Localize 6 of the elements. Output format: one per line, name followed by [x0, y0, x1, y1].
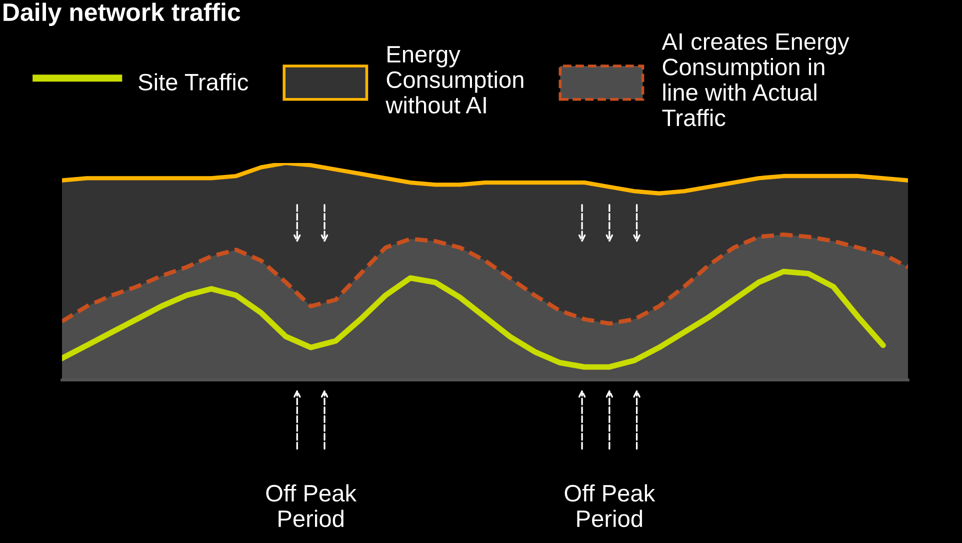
text: Off Peak Period	[266, 484, 357, 528]
legend-label: AI creates Energy Consumption in line with Actual Traffic	[662, 33, 850, 126]
legend-label: Energy Consumption without AI	[386, 46, 524, 114]
text: Off Peak Period	[564, 484, 656, 528]
legend-label: Site Traffic	[138, 73, 248, 91]
chart-title: Daily network traffic	[4, 2, 240, 26]
